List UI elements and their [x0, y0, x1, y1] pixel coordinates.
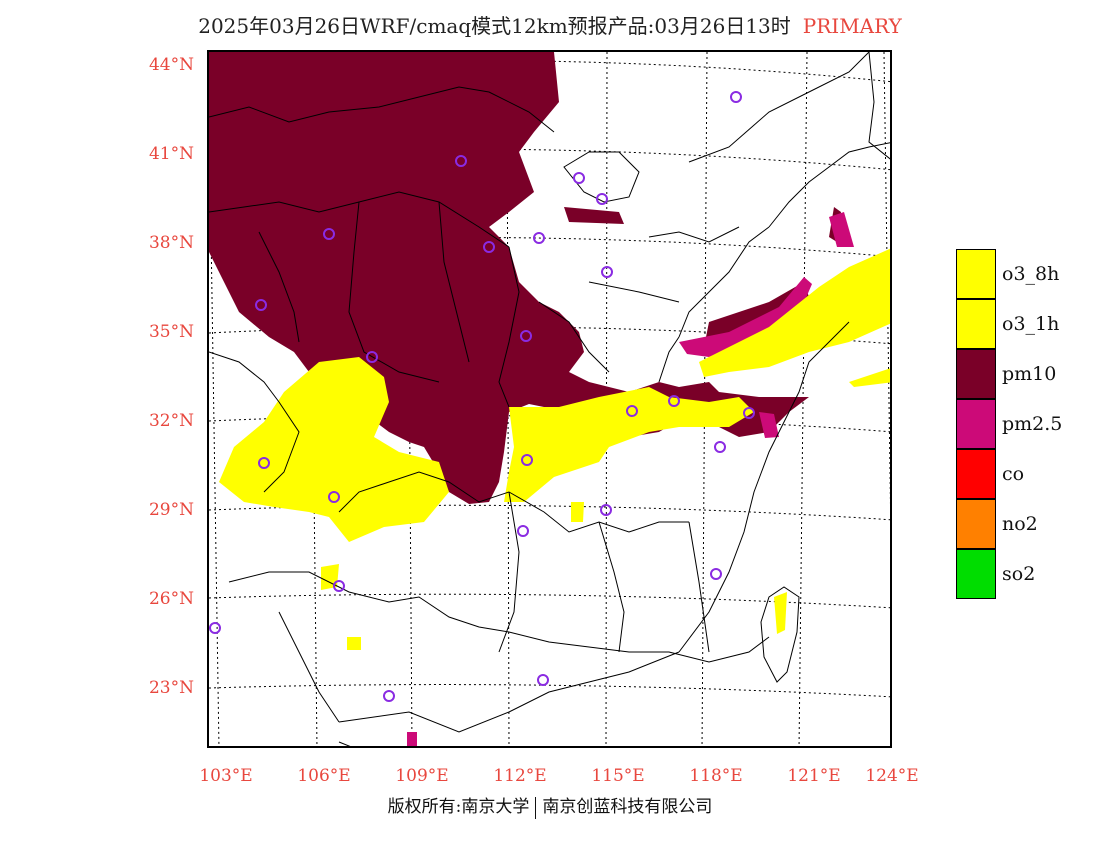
station-marker [730, 91, 742, 103]
lon-label-121: 121°E [787, 766, 841, 786]
station-marker [626, 405, 638, 417]
lon-label-124: 124°E [865, 766, 919, 786]
station-marker [255, 299, 267, 311]
station-marker [383, 690, 395, 702]
footer-credit: 版权所有:南京大学 南京创蓝科技有限公司 [0, 792, 1100, 819]
station-marker [601, 266, 613, 278]
footer-separator [535, 796, 537, 819]
legend-label: pm2.5 [1002, 413, 1063, 435]
station-marker [710, 568, 722, 580]
pm25-patch-shanghai [759, 412, 779, 438]
legend-swatch [956, 499, 996, 549]
lon-label-106: 106°E [297, 766, 351, 786]
legend-label: co [1002, 463, 1025, 485]
station-marker [520, 330, 532, 342]
pm10-patch-south [407, 732, 417, 746]
legend-label: pm10 [1002, 363, 1057, 385]
lon-label-109: 109°E [395, 766, 449, 786]
station-marker [714, 441, 726, 453]
station-marker [596, 193, 608, 205]
forecast-map [209, 52, 890, 746]
station-marker [333, 580, 345, 592]
station-marker [668, 395, 680, 407]
legend-swatch [956, 349, 996, 399]
station-marker [517, 525, 529, 537]
o3-region-sichuan [219, 357, 449, 542]
station-marker [521, 454, 533, 466]
lon-label-112: 112°E [493, 766, 547, 786]
o3-region-east [699, 248, 890, 377]
legend-swatch [956, 399, 996, 449]
station-markers [209, 91, 755, 702]
legend-label: no2 [1002, 513, 1038, 535]
o3-patch-guangxi [347, 637, 361, 650]
o3-region-east-coast [849, 368, 890, 387]
lat-label-26: 26°N [148, 589, 194, 609]
pm25-region [679, 277, 812, 357]
lon-label-115: 115°E [591, 766, 645, 786]
lon-label-103: 103°E [199, 766, 253, 786]
title-text: 2025年03月26日WRF/cmaq模式12km预报产品:03月26日13时 [198, 14, 791, 38]
legend-swatch [956, 299, 996, 349]
lat-label-32: 32°N [148, 411, 194, 431]
copyright-text: 版权所有:南京大学 [387, 797, 530, 817]
legend-swatch [956, 249, 996, 299]
station-marker [483, 241, 495, 253]
pm10-patch-east [704, 282, 809, 347]
company-text: 南京创蓝科技有限公司 [542, 797, 713, 817]
station-marker [258, 457, 270, 469]
chart-title: 2025年03月26日WRF/cmaq模式12km预报产品:03月26日13时 P… [0, 10, 1100, 39]
station-marker [328, 491, 340, 503]
lat-label-38: 38°N [148, 233, 194, 253]
station-marker [455, 155, 467, 167]
o3-patch-hunan [571, 502, 584, 522]
legend-swatch [956, 449, 996, 499]
station-marker [209, 622, 221, 634]
station-marker [533, 232, 545, 244]
boundaries [209, 52, 890, 746]
lat-label-23: 23°N [148, 678, 194, 698]
legend-swatch [956, 549, 996, 599]
station-marker [743, 407, 755, 419]
station-marker [537, 674, 549, 686]
legend-label: o3_1h [1002, 313, 1060, 335]
lon-label-118: 118°E [689, 766, 743, 786]
station-marker [600, 504, 612, 516]
station-marker [366, 351, 378, 363]
lat-label-41: 41°N [148, 144, 194, 164]
station-marker [323, 228, 335, 240]
pm25-patch-korea [829, 212, 854, 247]
o3-patch-taiwan [774, 592, 787, 634]
lat-label-44: 44°N [148, 55, 194, 75]
primary-tag: PRIMARY [802, 14, 902, 38]
pm10-patch-beijing [564, 207, 624, 224]
map-panel[interactable] [207, 50, 892, 748]
lat-label-35: 35°N [148, 322, 194, 342]
station-marker [573, 172, 585, 184]
legend-label: o3_8h [1002, 263, 1060, 285]
o3-region-central [504, 387, 754, 502]
legend-label: so2 [1002, 563, 1036, 585]
lat-label-29: 29°N [148, 500, 194, 520]
